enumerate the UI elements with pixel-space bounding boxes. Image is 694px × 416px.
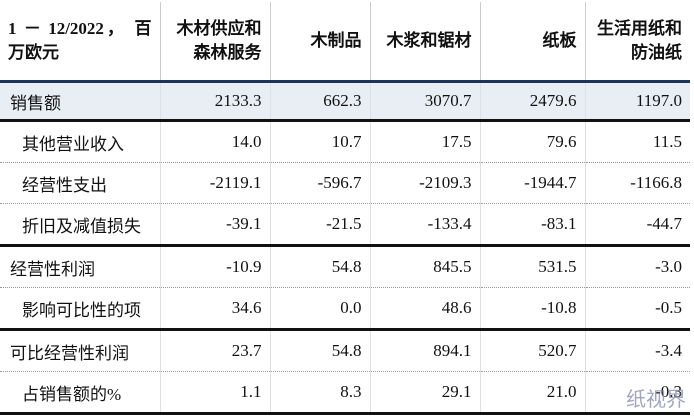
row-label: 影响可比性的项 <box>0 287 160 331</box>
table-row: 可比经营性利润 23.7 54.8 894.1 520.7 -3.4 <box>0 329 690 372</box>
cell: 662.3 <box>269 81 370 122</box>
cell: 11.5 <box>584 120 690 163</box>
row-label: 销售额 <box>0 81 160 122</box>
cell: 54.8 <box>269 329 370 372</box>
cell: -39.1 <box>159 203 270 247</box>
cell: 845.5 <box>369 245 480 288</box>
cell: 3070.7 <box>369 81 480 122</box>
cell: 29.1 <box>369 371 480 415</box>
cell: -3.0 <box>584 245 690 288</box>
cell: 54.8 <box>269 245 370 288</box>
cell: -2119.1 <box>159 162 270 204</box>
header-cell: 木浆和锯材 <box>369 2 480 83</box>
cell: 520.7 <box>479 329 585 372</box>
row-label: 可比经营性利润 <box>0 329 160 372</box>
cell: 79.6 <box>479 120 585 163</box>
cell: -596.7 <box>269 162 370 204</box>
table-row: 经营性支出 -2119.1 -596.7 -2109.3 -1944.7 -1166.8 <box>0 162 690 204</box>
row-label: 经营性利润 <box>0 245 160 288</box>
header-cell: 生活用纸和防油纸 <box>584 2 690 83</box>
cell: 17.5 <box>369 120 480 163</box>
cell: -10.8 <box>479 287 585 331</box>
cell: 894.1 <box>369 329 480 372</box>
row-label: 其他营业收入 <box>0 120 160 163</box>
table-row: 占销售额的% 1.1 8.3 29.1 21.0 -0.3 <box>0 371 690 415</box>
cell: 21.0 <box>479 371 585 415</box>
cell: 23.7 <box>159 329 270 372</box>
cell: -133.4 <box>369 203 480 247</box>
table-row: 经营性利润 -10.9 54.8 845.5 531.5 -3.0 <box>0 245 690 288</box>
cell: 1.1 <box>159 371 270 415</box>
table-row: 其他营业收入 14.0 10.7 17.5 79.6 11.5 <box>0 120 690 163</box>
cell: 2479.6 <box>479 81 585 122</box>
cell: 0.0 <box>269 287 370 331</box>
watermark: 纸视界 <box>626 387 686 411</box>
header-cell: 1 － 12/2022， 百万欧元 <box>0 2 160 83</box>
cell: -0.5 <box>584 287 690 331</box>
row-label: 经营性支出 <box>0 162 160 204</box>
table-row: 销售额 2133.3 662.3 3070.7 2479.6 1197.0 <box>0 81 690 122</box>
header-cell: 纸板 <box>479 2 585 83</box>
cell: 14.0 <box>159 120 270 163</box>
cell: -3.4 <box>584 329 690 372</box>
header-row: 1 － 12/2022， 百万欧元 木材供应和森林服务 木制品 木浆和锯材 纸板 生活用纸… <box>0 2 690 83</box>
table-body: 销售额 2133.3 662.3 3070.7 2479.6 1197.0 其他营业收入 14… <box>0 81 690 415</box>
table-row: 影响可比性的项 34.6 0.0 48.6 -10.8 -0.5 <box>0 287 690 331</box>
cell: 48.6 <box>369 287 480 331</box>
header-cell: 木材供应和森林服务 <box>159 2 270 83</box>
cell: -0.3 <box>584 371 690 415</box>
row-label: 折旧及减值损失 <box>0 203 160 247</box>
cell: 34.6 <box>159 287 270 331</box>
cell: -83.1 <box>479 203 585 247</box>
cell: -1166.8 <box>584 162 690 204</box>
cell: -1944.7 <box>479 162 585 204</box>
cell: 531.5 <box>479 245 585 288</box>
cell: -2109.3 <box>369 162 480 204</box>
cell: 8.3 <box>269 371 370 415</box>
cell: 1197.0 <box>584 81 690 122</box>
table-row: 折旧及减值损失 -39.1 -21.5 -133.4 -83.1 -44.7 <box>0 203 690 247</box>
cell: -21.5 <box>269 203 370 247</box>
header-cell: 木制品 <box>269 2 370 83</box>
cell: -44.7 <box>584 203 690 247</box>
cell: -10.9 <box>159 245 270 288</box>
row-label: 占销售额的% <box>0 371 160 415</box>
cell: 2133.3 <box>159 81 270 122</box>
cell: 10.7 <box>269 120 370 163</box>
